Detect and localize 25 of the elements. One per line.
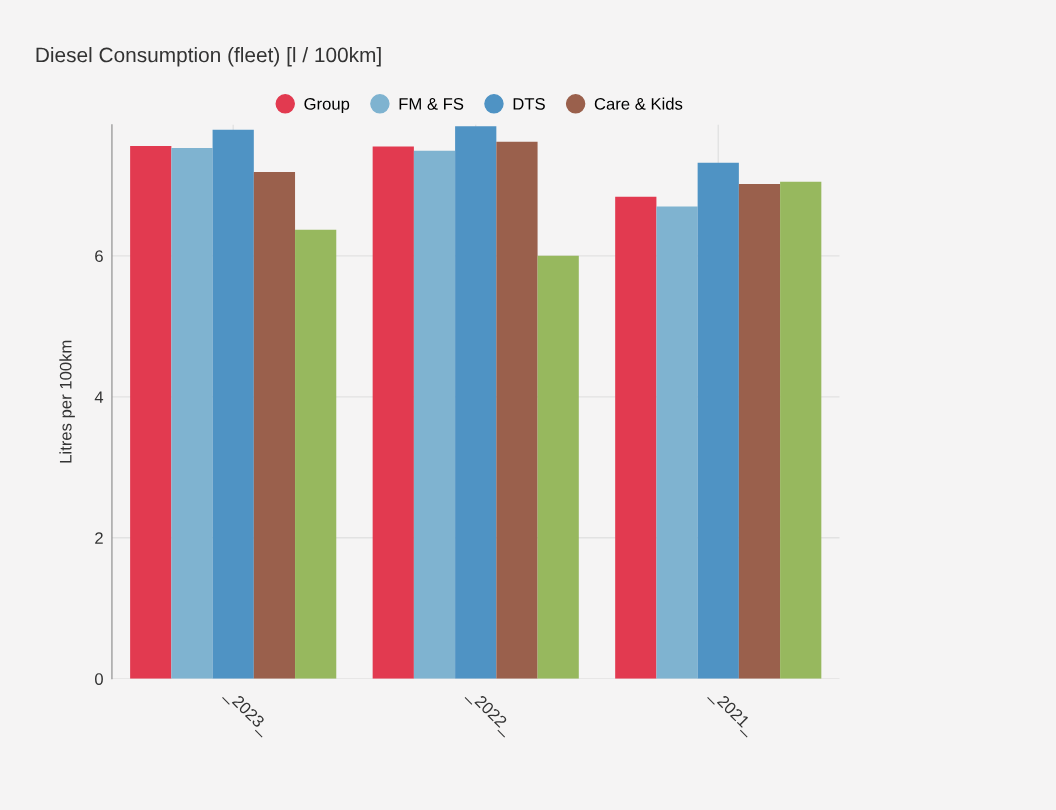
bar [212, 129, 254, 679]
bar [615, 196, 657, 679]
bar [455, 126, 497, 679]
bar [780, 181, 822, 679]
legend-label: Care & Kids [594, 97, 683, 110]
bar [496, 141, 538, 679]
bar [697, 162, 739, 679]
bar [253, 171, 296, 679]
y-tick-label: 0 [94, 673, 103, 685]
bar [656, 206, 698, 679]
y-tick-label: 2 [95, 532, 103, 544]
y-tick-label: 4 [94, 391, 104, 403]
bar [295, 229, 337, 679]
bar [372, 146, 414, 679]
bar [738, 183, 781, 679]
y-tick-label: 6 [95, 250, 103, 263]
bar [413, 150, 456, 679]
y-axis-title: Litres per 100km [59, 340, 75, 463]
bar [171, 148, 213, 679]
bar [130, 145, 172, 679]
legend-label: FM & FS [399, 97, 464, 110]
legend-label: DTS [513, 97, 545, 110]
chart-title: Diesel Consumption (fleet) [l / 100km] [36, 46, 381, 67]
legend-label: Group [304, 97, 350, 114]
bar [537, 255, 579, 679]
